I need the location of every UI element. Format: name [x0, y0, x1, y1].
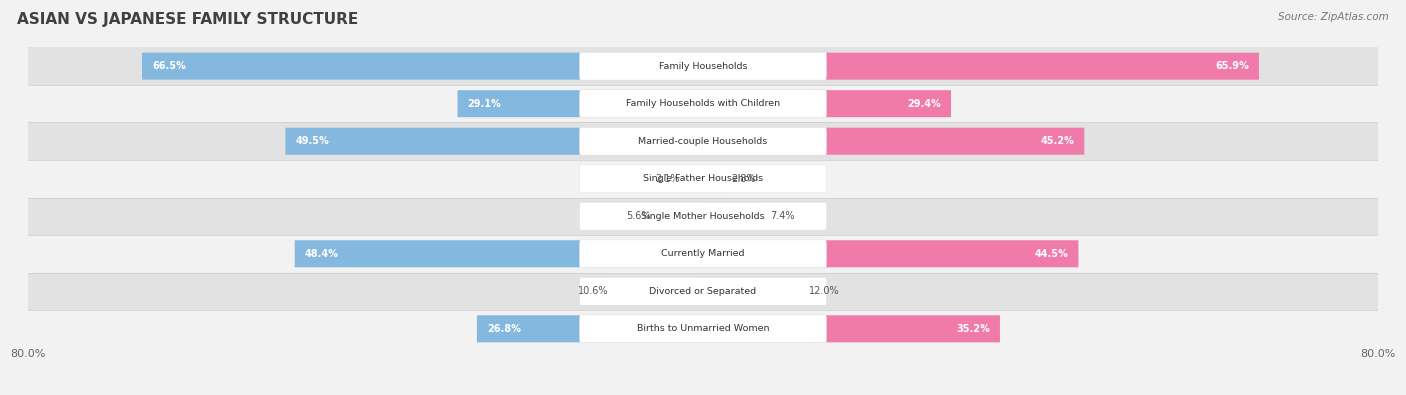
Text: 65.9%: 65.9%	[1215, 61, 1249, 71]
Text: Single Mother Households: Single Mother Households	[641, 212, 765, 221]
Text: 80.0%: 80.0%	[10, 350, 46, 359]
FancyBboxPatch shape	[703, 165, 727, 192]
FancyBboxPatch shape	[703, 53, 1258, 80]
FancyBboxPatch shape	[579, 90, 827, 118]
FancyBboxPatch shape	[613, 278, 703, 305]
FancyBboxPatch shape	[142, 53, 703, 80]
FancyBboxPatch shape	[295, 240, 703, 267]
FancyBboxPatch shape	[703, 128, 1084, 155]
FancyBboxPatch shape	[685, 165, 703, 192]
FancyBboxPatch shape	[579, 240, 827, 268]
FancyBboxPatch shape	[703, 203, 765, 230]
FancyBboxPatch shape	[285, 128, 703, 155]
Bar	[28, 47, 1378, 85]
Text: Family Households: Family Households	[659, 62, 747, 71]
Text: 44.5%: 44.5%	[1035, 249, 1069, 259]
Text: 49.5%: 49.5%	[295, 136, 329, 146]
Text: 45.2%: 45.2%	[1040, 136, 1074, 146]
Text: 2.1%: 2.1%	[655, 174, 681, 184]
Text: 29.1%: 29.1%	[468, 99, 502, 109]
FancyBboxPatch shape	[703, 278, 804, 305]
FancyBboxPatch shape	[655, 203, 703, 230]
Text: Births to Unmarried Women: Births to Unmarried Women	[637, 324, 769, 333]
Bar	[28, 273, 1378, 310]
FancyBboxPatch shape	[579, 202, 827, 230]
FancyBboxPatch shape	[477, 315, 703, 342]
FancyBboxPatch shape	[703, 240, 1078, 267]
Text: 10.6%: 10.6%	[578, 286, 609, 296]
Text: ASIAN VS JAPANESE FAMILY STRUCTURE: ASIAN VS JAPANESE FAMILY STRUCTURE	[17, 12, 359, 27]
Bar	[28, 160, 1378, 198]
Bar	[28, 85, 1378, 122]
Text: 66.5%: 66.5%	[152, 61, 186, 71]
FancyBboxPatch shape	[579, 165, 827, 193]
FancyBboxPatch shape	[457, 90, 703, 117]
Text: 48.4%: 48.4%	[305, 249, 339, 259]
Text: Divorced or Separated: Divorced or Separated	[650, 287, 756, 296]
Text: 80.0%: 80.0%	[1360, 350, 1396, 359]
Bar	[28, 198, 1378, 235]
Bar	[28, 122, 1378, 160]
FancyBboxPatch shape	[579, 52, 827, 80]
FancyBboxPatch shape	[579, 127, 827, 155]
FancyBboxPatch shape	[703, 315, 1000, 342]
Text: 29.4%: 29.4%	[907, 99, 941, 109]
Bar	[28, 235, 1378, 273]
Text: 12.0%: 12.0%	[810, 286, 839, 296]
Text: Family Households with Children: Family Households with Children	[626, 99, 780, 108]
Text: Source: ZipAtlas.com: Source: ZipAtlas.com	[1278, 12, 1389, 22]
FancyBboxPatch shape	[579, 277, 827, 305]
Text: 35.2%: 35.2%	[956, 324, 990, 334]
Text: 7.4%: 7.4%	[770, 211, 794, 221]
Text: Married-couple Households: Married-couple Households	[638, 137, 768, 146]
Text: 5.6%: 5.6%	[626, 211, 651, 221]
FancyBboxPatch shape	[579, 315, 827, 343]
Text: Single Father Households: Single Father Households	[643, 174, 763, 183]
Text: 2.8%: 2.8%	[731, 174, 756, 184]
Text: 26.8%: 26.8%	[486, 324, 520, 334]
Text: Currently Married: Currently Married	[661, 249, 745, 258]
FancyBboxPatch shape	[703, 90, 950, 117]
Bar	[28, 310, 1378, 348]
